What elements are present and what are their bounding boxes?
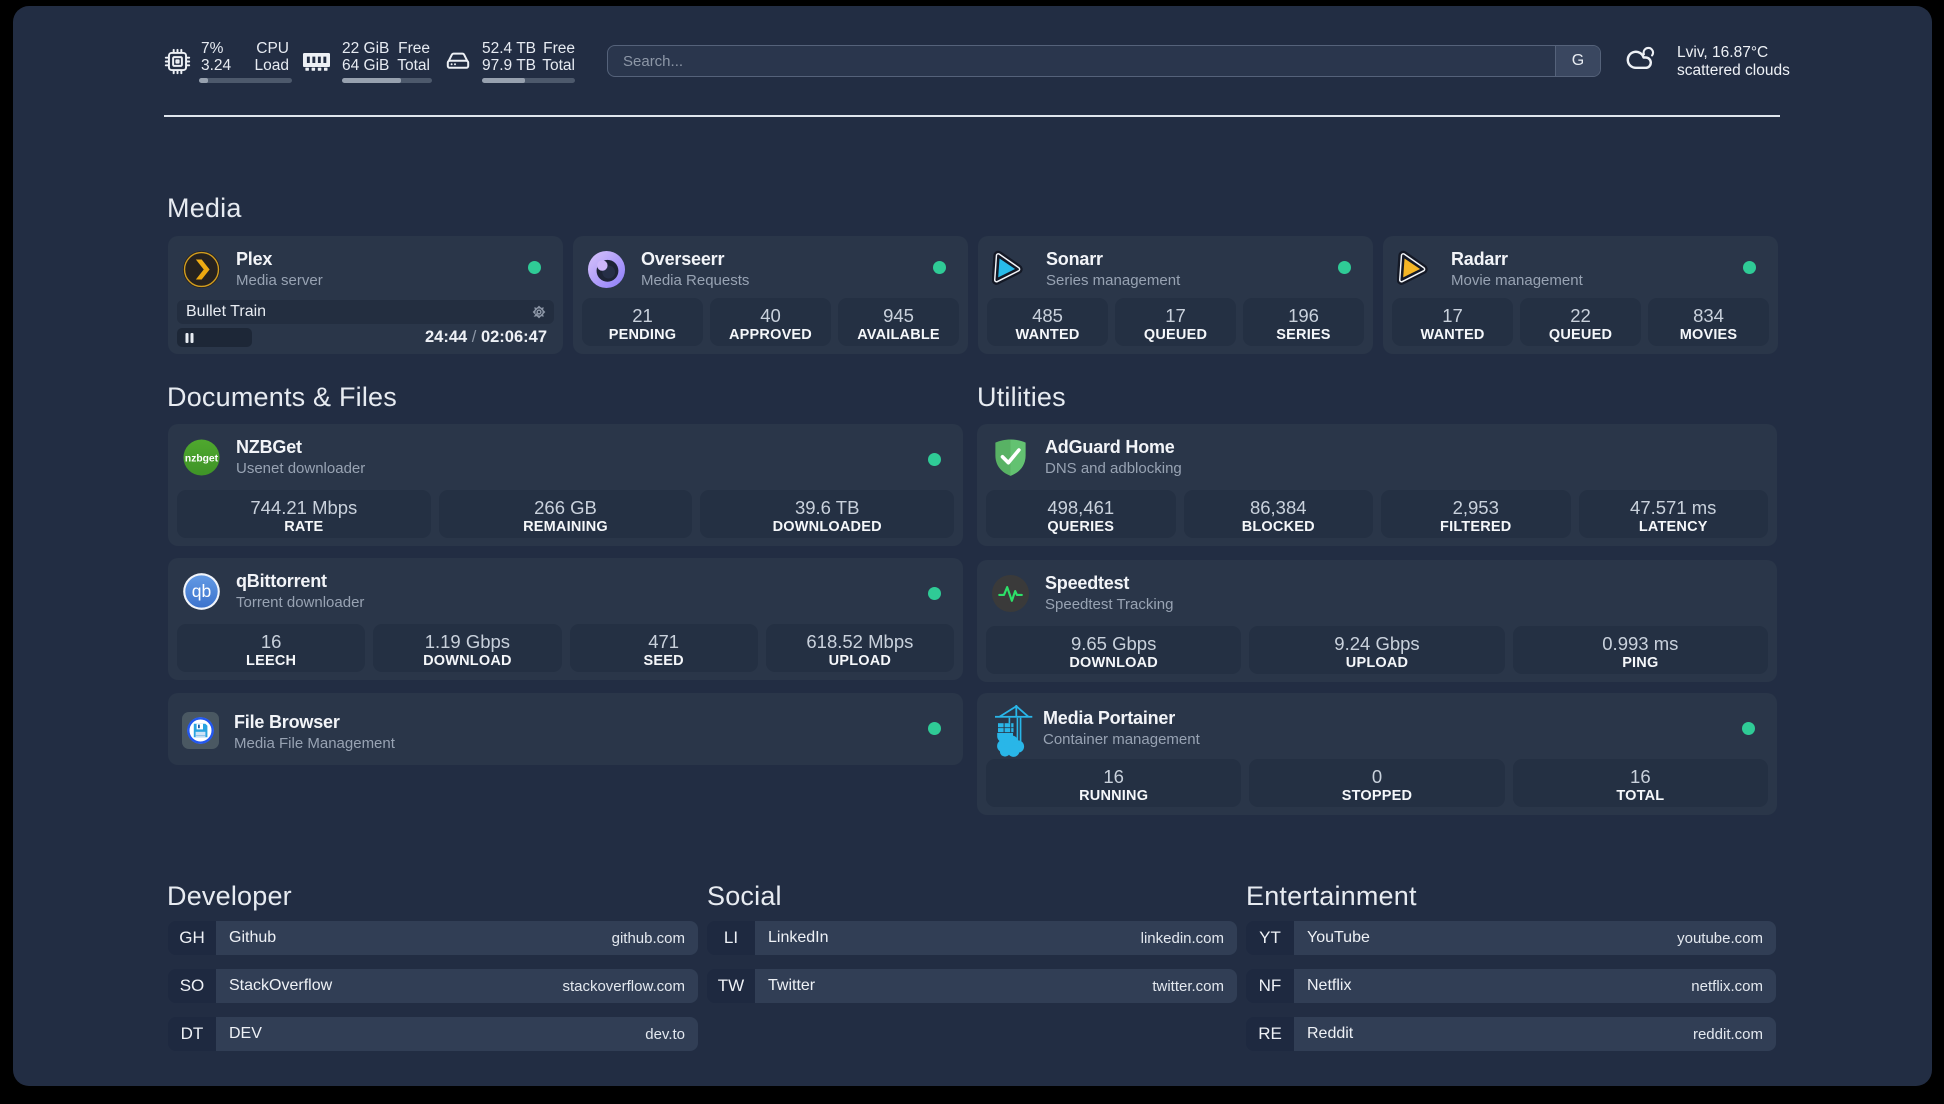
svg-text:qb: qb	[192, 580, 212, 600]
svg-text:nzbget: nzbget	[185, 453, 219, 464]
